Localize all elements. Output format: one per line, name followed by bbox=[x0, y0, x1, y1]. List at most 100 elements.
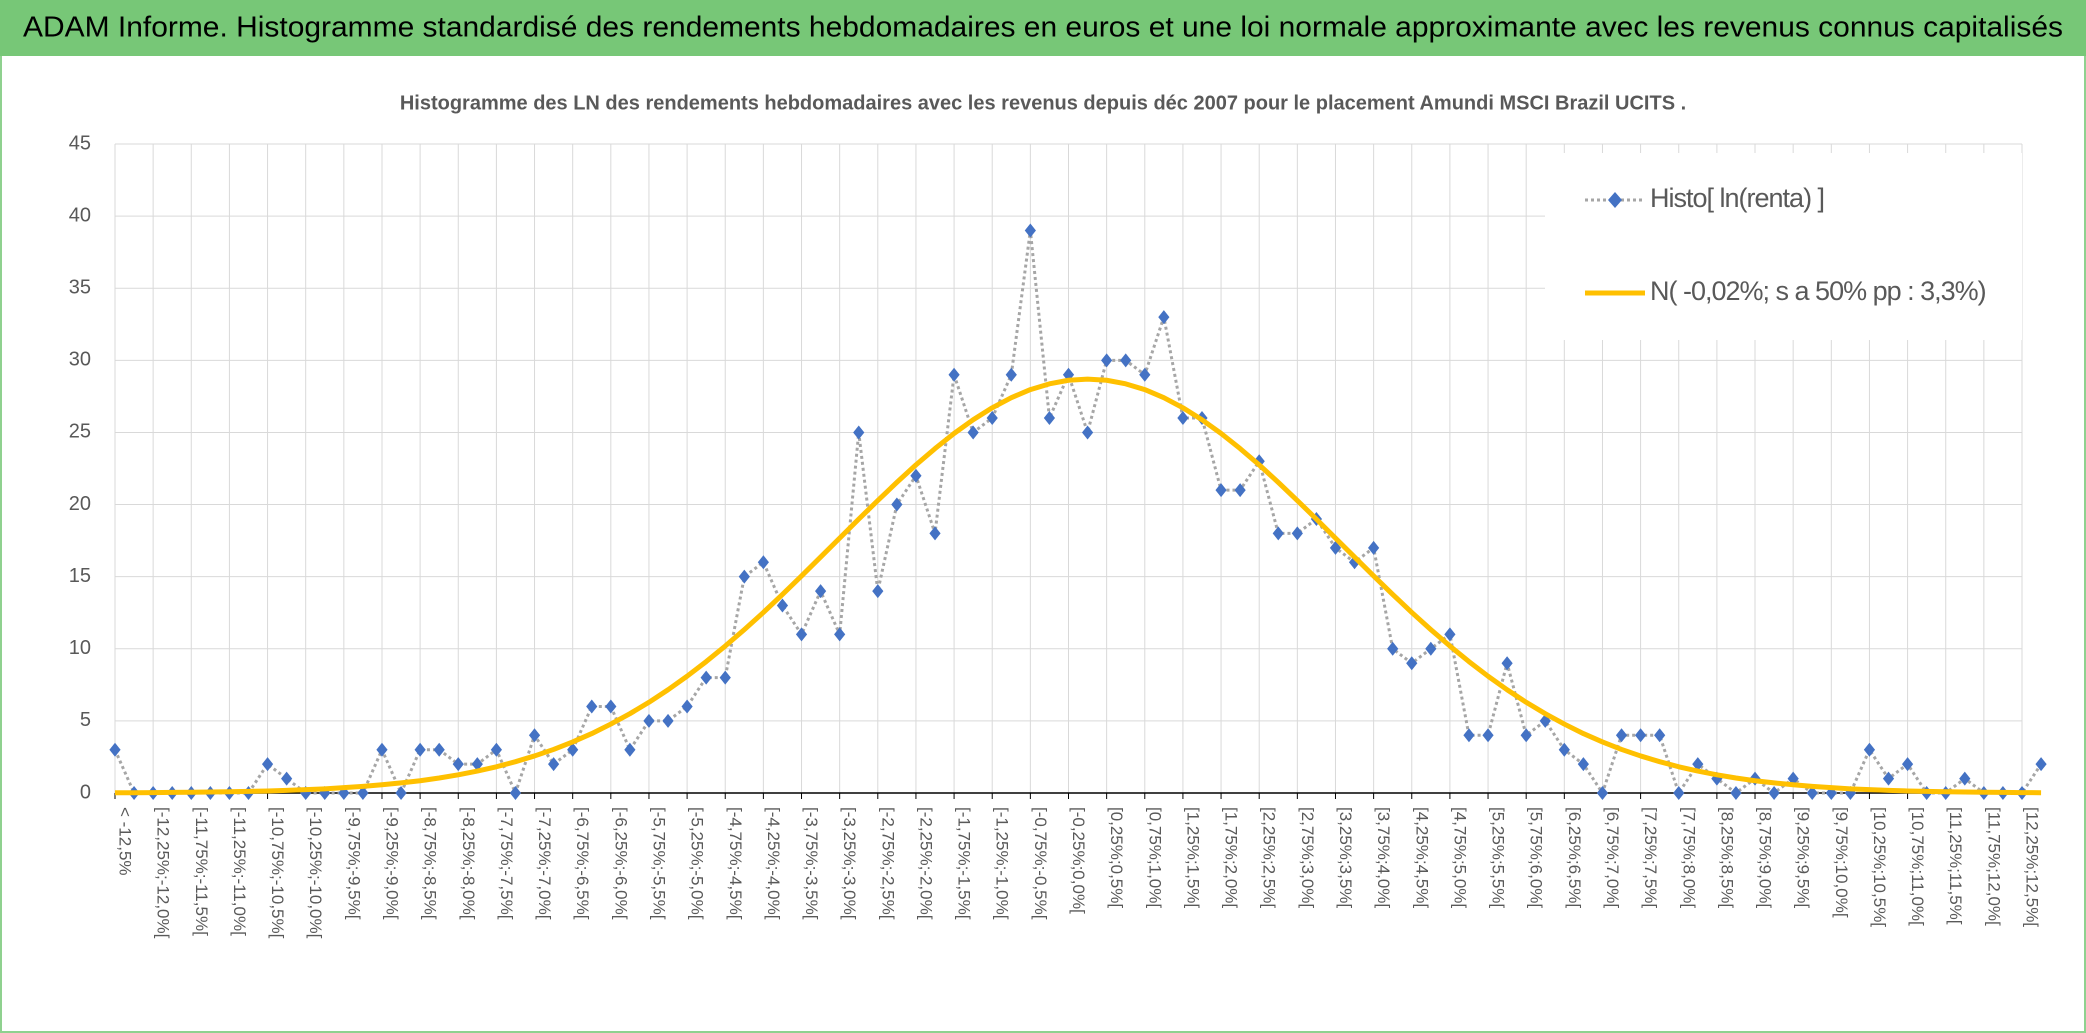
marker bbox=[1101, 353, 1113, 368]
x-tick-label: [-6,75%;-6,5%[ bbox=[573, 807, 592, 920]
marker bbox=[1387, 641, 1399, 656]
x-tick-label: [-9,25%;-9,0%[ bbox=[382, 807, 401, 920]
x-tick-label: [0,25%;0,5%[ bbox=[1107, 807, 1126, 908]
marker bbox=[1863, 742, 1876, 757]
marker bbox=[834, 627, 846, 642]
marker bbox=[1520, 728, 1532, 743]
marker bbox=[929, 526, 941, 541]
marker bbox=[681, 699, 693, 714]
marker bbox=[1005, 367, 1017, 382]
x-tick-label: [10,75%;11,0%[ bbox=[1908, 807, 1927, 926]
marker bbox=[1024, 223, 1036, 238]
x-tick-label: < -12,5% bbox=[116, 807, 135, 876]
marker bbox=[109, 742, 121, 757]
marker bbox=[776, 598, 789, 613]
x-tick-label: [-12,25%;-12,0%[ bbox=[154, 807, 173, 939]
legend-label: N( -0,02%; s a 50% pp : 3,3%) bbox=[1650, 276, 1986, 306]
x-tick-label: [0,75%;1,0%[ bbox=[1145, 807, 1164, 908]
marker bbox=[1139, 367, 1151, 382]
x-tick-label: [-3,75%;-3,5%[ bbox=[802, 807, 821, 920]
x-tick-label: [5,75%;6,0%[ bbox=[1527, 807, 1546, 908]
x-tick-label: [-2,25%;-2,0%[ bbox=[916, 807, 935, 920]
marker bbox=[1673, 786, 1685, 800]
marker bbox=[1577, 757, 1589, 772]
x-tick-label: [4,25%;4,5%[ bbox=[1412, 807, 1431, 908]
marker bbox=[1043, 411, 1056, 426]
marker bbox=[1120, 353, 1132, 368]
marker bbox=[910, 468, 922, 483]
marker bbox=[1806, 786, 1818, 800]
x-tick-label: [-1,75%;-1,5%[ bbox=[955, 807, 974, 920]
marker bbox=[528, 728, 541, 743]
chart-title: Histogramme des LN des rendements hebdom… bbox=[400, 92, 1686, 114]
x-tick-label: [-3,25%;-3,0%[ bbox=[840, 807, 859, 920]
marker bbox=[814, 584, 827, 599]
x-tick-label: [6,25%;6,5%[ bbox=[1565, 807, 1584, 908]
x-tick-label: [3,25%;3,5%[ bbox=[1336, 807, 1355, 908]
marker bbox=[281, 771, 293, 786]
x-tick-label: [-8,75%;-8,5%[ bbox=[421, 807, 440, 920]
y-tick-label: 45 bbox=[69, 132, 91, 154]
x-tick-label: [8,75%;9,0%[ bbox=[1756, 807, 1775, 908]
x-tick-label: [-4,75%;-4,5%[ bbox=[726, 807, 745, 920]
marker bbox=[738, 569, 750, 584]
marker bbox=[1425, 641, 1437, 656]
normal-curve bbox=[115, 376, 2042, 796]
marker bbox=[795, 627, 808, 642]
marker bbox=[509, 786, 522, 800]
x-tick-label: [-7,75%;-7,5%[ bbox=[497, 807, 516, 920]
y-tick-label: 15 bbox=[69, 565, 91, 587]
y-tick-label: 30 bbox=[69, 349, 91, 371]
x-tick-label: [-9,75%;-9,5%[ bbox=[344, 807, 363, 920]
x-tick-label: [-11,75%;-11,5%[ bbox=[192, 807, 211, 936]
marker bbox=[1635, 728, 1647, 743]
y-tick-label: 35 bbox=[69, 277, 91, 299]
marker bbox=[376, 742, 388, 757]
marker bbox=[1901, 757, 1914, 772]
x-tick-label: [4,75%;5,0%[ bbox=[1450, 807, 1469, 908]
marker bbox=[1329, 540, 1342, 555]
marker bbox=[757, 555, 769, 570]
x-tick-label: [-5,75%;-5,5%[ bbox=[649, 807, 668, 920]
x-tick-label: [11,75%;12,0%[ bbox=[1984, 807, 2003, 926]
y-tick-label: 40 bbox=[69, 204, 91, 226]
marker bbox=[452, 757, 464, 772]
marker bbox=[414, 742, 426, 757]
marker bbox=[643, 713, 655, 728]
x-tick-label: [1,25%;1,5%[ bbox=[1183, 807, 1202, 908]
marker bbox=[2035, 757, 2047, 772]
marker bbox=[1596, 786, 1609, 800]
x-tick-label: [-0,75%;-0,5%[ bbox=[1031, 807, 1050, 920]
marker bbox=[1692, 757, 1704, 772]
marker bbox=[1081, 425, 1094, 440]
marker bbox=[1177, 411, 1189, 426]
x-tick-label: [1,75%;2,0%[ bbox=[1222, 807, 1241, 908]
x-tick-label: [12,25%;12,5%[ bbox=[2023, 807, 2042, 927]
x-tick-label: [3,75%;4,0%[ bbox=[1374, 807, 1393, 908]
x-tick-label: [-5,25%;-5,0%[ bbox=[688, 807, 707, 920]
x-tick-label: [2,25%;2,5%[ bbox=[1260, 807, 1279, 908]
marker bbox=[1558, 742, 1570, 757]
x-tick-label: [-7,25%;-7,0%[ bbox=[535, 807, 554, 920]
marker bbox=[948, 367, 960, 382]
marker bbox=[395, 786, 407, 800]
x-tick-label: [-2,75%;-2,5%[ bbox=[878, 807, 897, 920]
y-tick-label: 20 bbox=[69, 493, 91, 515]
marker bbox=[1158, 310, 1170, 325]
marker bbox=[1482, 728, 1494, 743]
x-tick-label: [7,75%;8,0%[ bbox=[1679, 807, 1698, 908]
x-tick-label: [5,25%;5,5%[ bbox=[1489, 807, 1508, 908]
x-tick-label: [-1,25%;-1,0%[ bbox=[993, 807, 1012, 920]
x-tick-label: [10,25%;10,5%[ bbox=[1870, 807, 1889, 927]
marker bbox=[1501, 656, 1513, 671]
marker bbox=[853, 425, 865, 440]
legend-label: Histo[ ln(renta) ] bbox=[1650, 183, 1824, 213]
marker bbox=[261, 757, 274, 772]
marker bbox=[1291, 526, 1303, 541]
marker bbox=[1234, 483, 1246, 498]
marker bbox=[1368, 540, 1380, 555]
x-tick-label: [8,25%;8,5%[ bbox=[1717, 807, 1736, 908]
x-tick-label: [9,75%;10,0%[ bbox=[1832, 807, 1851, 918]
y-tick-label: 5 bbox=[80, 709, 91, 731]
